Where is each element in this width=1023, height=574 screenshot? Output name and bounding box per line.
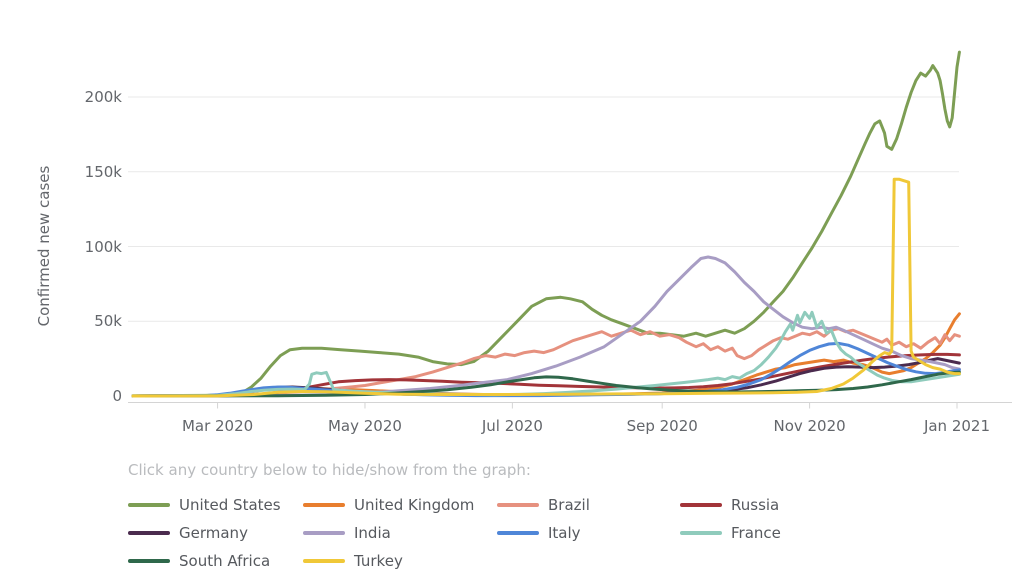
x-tick-label-jan-2021: Jan 2021 (923, 417, 991, 435)
brazil-line-swatch-icon (497, 503, 539, 507)
legend-item-brazil[interactable]: Brazil (497, 493, 680, 517)
legend-item-india[interactable]: India (303, 521, 497, 545)
series-line-india[interactable] (131, 255, 961, 398)
legend-label: France (731, 524, 781, 542)
legend-item-italy[interactable]: Italy (497, 521, 680, 545)
legend-item-united-states[interactable]: United States (128, 493, 303, 517)
legend-hint-text: Click any country below to hide/show fro… (128, 461, 531, 479)
y-tick-label-50k: 50k (94, 312, 122, 331)
italy-line-swatch-icon (497, 531, 539, 535)
legend-item-turkey[interactable]: Turkey (303, 549, 497, 573)
france-line-swatch-icon (680, 531, 722, 535)
legend-label: Germany (179, 524, 248, 542)
y-tick-label-100k: 100k (84, 237, 122, 256)
legend-label: Brazil (548, 496, 590, 514)
turkey-line-swatch-icon (303, 559, 345, 563)
x-tick-label-nov-2020: Nov 2020 (773, 417, 846, 435)
germany-line-swatch-icon (128, 531, 170, 535)
y-tick-label-200k: 200k (84, 88, 122, 106)
united-kingdom-line-swatch-icon (303, 503, 345, 507)
legend-label: United Kingdom (354, 496, 475, 514)
series-line-brazil[interactable] (131, 327, 961, 398)
legend-item-united-kingdom[interactable]: United Kingdom (303, 493, 497, 517)
legend-label: United States (179, 496, 281, 514)
russia-line-swatch-icon (680, 503, 722, 507)
legend-label: Russia (731, 496, 780, 514)
legend-label: India (354, 524, 391, 542)
india-line-swatch-icon (303, 531, 345, 535)
legend-item-france[interactable]: France (680, 521, 900, 545)
legend-item-south-africa[interactable]: South Africa (128, 549, 303, 573)
legend-label: Turkey (354, 552, 403, 570)
x-tick-label-mar-2020: Mar 2020 (181, 417, 254, 435)
x-tick-label-may-2020: May 2020 (327, 417, 402, 435)
x-tick-label-sep-2020: Sep 2020 (626, 417, 698, 435)
legend-label: Italy (548, 524, 581, 542)
legend: United States United Kingdom Brazil Russ… (128, 493, 900, 573)
legend-label: South Africa (179, 552, 271, 570)
series-line-united-states[interactable] (131, 50, 961, 398)
series-line-france[interactable] (131, 310, 961, 398)
x-tick-label-jul-2020: Jul 2020 (481, 417, 543, 435)
south-africa-line-swatch-icon (128, 559, 170, 563)
legend-item-russia[interactable]: Russia (680, 493, 900, 517)
y-tick-label-150k: 150k (84, 162, 122, 181)
legend-item-germany[interactable]: Germany (128, 521, 303, 545)
united-states-line-swatch-icon (128, 503, 170, 507)
y-tick-label-0: 0 (112, 387, 122, 405)
series-line-south-africa[interactable] (131, 370, 961, 398)
series-line-turkey[interactable] (131, 177, 961, 398)
